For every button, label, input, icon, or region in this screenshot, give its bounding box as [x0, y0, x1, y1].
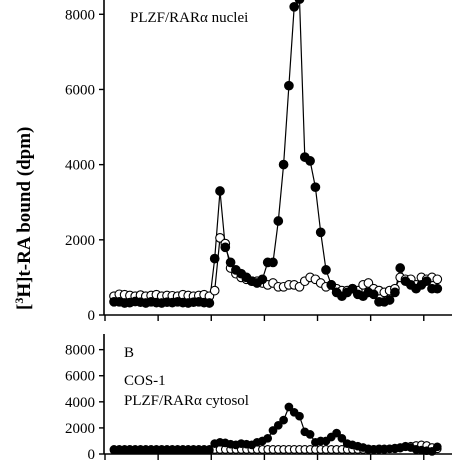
panel-a-filled-point: [321, 265, 331, 275]
panel-a-series-filled-line: [114, 0, 438, 304]
y-axis-label: [3H]t-RA bound (dpm): [12, 127, 35, 310]
panel-a-filled-point: [204, 298, 215, 308]
panel-b-filled-point: [284, 402, 294, 412]
panel-a-filled-point: [209, 253, 220, 264]
panel-a-filled-point: [315, 227, 326, 238]
panel-a-filled-point: [390, 287, 400, 298]
panel-a-filled-point: [384, 295, 395, 305]
panel-a-filled-point: [284, 80, 294, 91]
panel-a-filled-point: [305, 156, 315, 166]
panel-a: 0 2000 4000 6000 8000 PLZF/RARα nuclei: [65, 0, 452, 324]
panel-b-filled-point: [332, 428, 341, 438]
panel-a-filled-point: [368, 289, 379, 300]
panel-b-y-tick-label: 0: [88, 447, 96, 463]
panel-a-open-point: [209, 285, 220, 296]
panel-b-filled-point: [295, 411, 304, 421]
panel-a-y-tick-label: 8000: [65, 7, 95, 23]
panel-b-filled-point: [205, 445, 214, 455]
panel-b-filled-point: [337, 433, 347, 443]
panel-a-filled-point: [289, 1, 300, 12]
panel-a-series: [109, 0, 443, 308]
panel-a-filled-point: [432, 283, 443, 294]
panel-b-filled-point: [305, 430, 315, 439]
panel-a-filled-point: [294, 0, 305, 5]
panel-a-y-tick-label: 4000: [65, 158, 95, 174]
panel-a-filled-point: [225, 257, 236, 268]
panel-a-y-tick-label: 6000: [65, 82, 95, 98]
panel-a-filled-point: [326, 280, 337, 290]
panel-a-y-tick-label: 0: [88, 308, 96, 324]
panel-b-annotation: PLZF/RARα cytosol: [124, 393, 249, 409]
panel-a-filled-point: [278, 159, 289, 170]
panel-b-cell-line: COS-1: [124, 373, 166, 389]
panel-a-open-point: [432, 274, 443, 285]
panel-b-filled-point: [279, 415, 288, 425]
panel-a-filled-point: [215, 186, 225, 196]
panel-b-filled-point: [263, 433, 273, 443]
panel-b: 0 2000 4000 6000 8000 B COS-1 PLZF/RARα cyto…: [65, 334, 452, 463]
panel-a-filled-point: [395, 263, 406, 273]
panel-a-filled-point: [220, 242, 231, 253]
panel-a-filled-point: [257, 274, 268, 285]
panel-b-y-tick-label: 4000: [65, 395, 95, 411]
panel-b-y-tick-label: 8000: [65, 343, 95, 359]
panel-b-y-tick-label: 6000: [65, 369, 95, 385]
panel-b-label: B: [124, 345, 134, 361]
panel-b-filled-point: [268, 426, 278, 435]
panel-a-y-tick-label: 2000: [65, 233, 95, 249]
panel-a-ticks: 0 2000 4000 6000 8000: [65, 7, 425, 324]
panel-b-series: [109, 402, 442, 456]
panel-a-annotation: PLZF/RARα nuclei: [130, 10, 248, 26]
panel-b-y-tick-label: 2000: [65, 421, 95, 437]
panel-a-filled-point: [268, 257, 278, 268]
panel-a-filled-point: [310, 182, 321, 193]
panel-a-filled-point: [273, 216, 284, 226]
panel-b-filled-point: [432, 442, 442, 452]
panel-b-ticks: 0 2000 4000 6000 8000: [65, 343, 425, 463]
panel-b-filled-point: [273, 420, 283, 430]
panel-a-filled-point: [421, 276, 432, 287]
